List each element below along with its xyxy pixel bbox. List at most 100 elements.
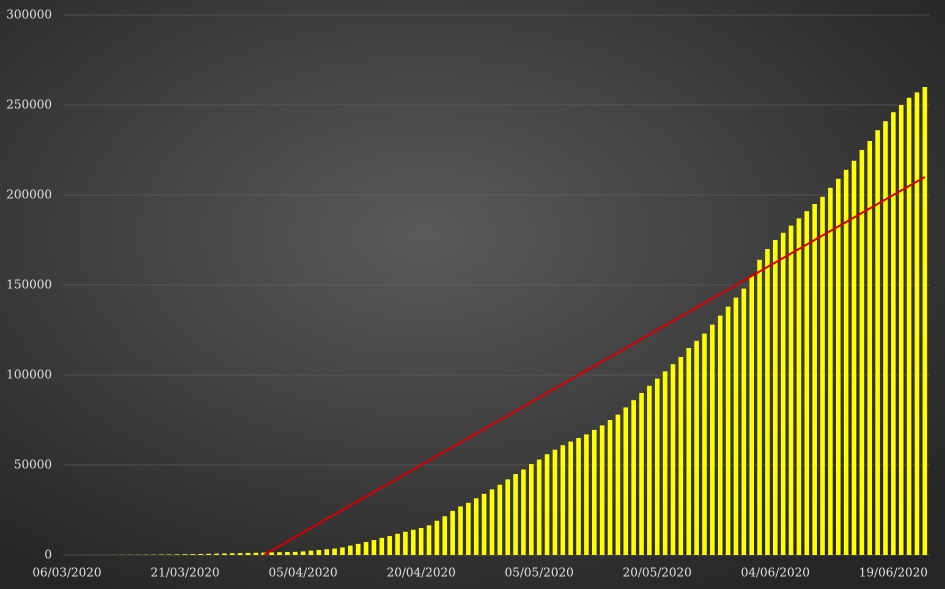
bar xyxy=(277,552,282,555)
bar xyxy=(568,441,573,555)
x-tick-label: 05/04/2020 xyxy=(269,566,338,580)
bar xyxy=(678,357,684,555)
bar xyxy=(308,550,314,555)
bar xyxy=(403,531,408,555)
x-tick-label: 20/05/2020 xyxy=(623,566,692,580)
bar xyxy=(859,150,865,555)
bar xyxy=(229,553,235,555)
bar xyxy=(702,333,707,555)
bar xyxy=(489,489,495,555)
bar xyxy=(340,547,345,555)
bar xyxy=(363,542,369,555)
y-tick-label: 250000 xyxy=(6,98,52,112)
bar xyxy=(379,537,385,555)
bar xyxy=(513,474,518,555)
bar xyxy=(332,548,337,555)
bar xyxy=(206,553,211,555)
bar xyxy=(639,393,644,555)
bar xyxy=(395,533,400,555)
bar xyxy=(245,552,251,555)
bar xyxy=(410,529,416,555)
bar xyxy=(749,276,754,555)
x-tick-label: 05/05/2020 xyxy=(505,566,574,580)
y-tick-label: 0 xyxy=(44,548,52,562)
bar xyxy=(584,434,589,555)
bar xyxy=(253,552,259,555)
bar xyxy=(773,240,778,555)
bar xyxy=(710,324,715,555)
bar xyxy=(662,371,668,555)
bar xyxy=(647,385,652,555)
x-tick-label: 21/03/2020 xyxy=(150,566,219,580)
bar xyxy=(820,196,825,556)
bar xyxy=(222,553,227,555)
bar xyxy=(875,130,880,555)
bar xyxy=(741,288,747,555)
bar xyxy=(300,551,306,555)
bar xyxy=(898,105,904,555)
bar xyxy=(867,141,873,555)
bar xyxy=(843,169,849,556)
bar xyxy=(591,429,597,555)
bar xyxy=(851,160,857,556)
bar xyxy=(387,536,392,555)
bar xyxy=(167,554,172,555)
bar xyxy=(796,218,802,555)
y-tick-label: 200000 xyxy=(6,188,52,202)
bar xyxy=(497,484,503,555)
bar xyxy=(686,348,692,555)
bar xyxy=(670,364,676,555)
trend-line xyxy=(263,176,926,556)
x-tick-label: 04/06/2020 xyxy=(741,566,810,580)
bar xyxy=(599,425,605,555)
bar xyxy=(418,528,424,555)
bar xyxy=(190,554,196,555)
bar xyxy=(292,551,298,555)
bar xyxy=(481,493,487,555)
bar xyxy=(261,552,267,555)
bar xyxy=(458,506,463,555)
bar xyxy=(473,498,479,555)
bar xyxy=(285,552,290,555)
bar xyxy=(922,87,928,555)
bar xyxy=(182,554,188,555)
bar xyxy=(765,249,770,555)
bar xyxy=(623,407,629,555)
bar xyxy=(505,479,511,555)
bar xyxy=(434,520,440,555)
bar xyxy=(316,549,322,555)
bar xyxy=(450,510,455,555)
y-tick-label: 50000 xyxy=(14,458,52,472)
bar xyxy=(214,553,219,555)
bar xyxy=(348,545,353,555)
bar xyxy=(607,420,613,555)
bar xyxy=(717,315,723,555)
bar xyxy=(355,543,361,555)
y-tick-label: 100000 xyxy=(6,368,52,382)
x-tick-label: 06/03/2020 xyxy=(32,566,101,580)
bar xyxy=(174,554,180,555)
bar xyxy=(544,454,550,555)
bar xyxy=(883,121,888,555)
x-tick-label: 19/06/2020 xyxy=(859,566,928,580)
bar xyxy=(521,469,526,555)
y-tick-label: 300000 xyxy=(6,8,52,22)
y-tick-label: 150000 xyxy=(6,278,52,292)
bar xyxy=(536,459,542,555)
bar xyxy=(757,259,762,555)
bar xyxy=(615,414,621,555)
x-tick-label: 20/04/2020 xyxy=(387,566,456,580)
bar xyxy=(426,525,432,555)
bar xyxy=(576,438,581,555)
bar xyxy=(906,97,912,556)
bar xyxy=(529,464,534,555)
bar xyxy=(552,449,558,555)
bar xyxy=(654,378,660,555)
bar xyxy=(694,340,699,555)
bar xyxy=(733,297,739,555)
bar xyxy=(237,553,243,555)
bar xyxy=(914,92,920,556)
bar xyxy=(324,549,330,555)
